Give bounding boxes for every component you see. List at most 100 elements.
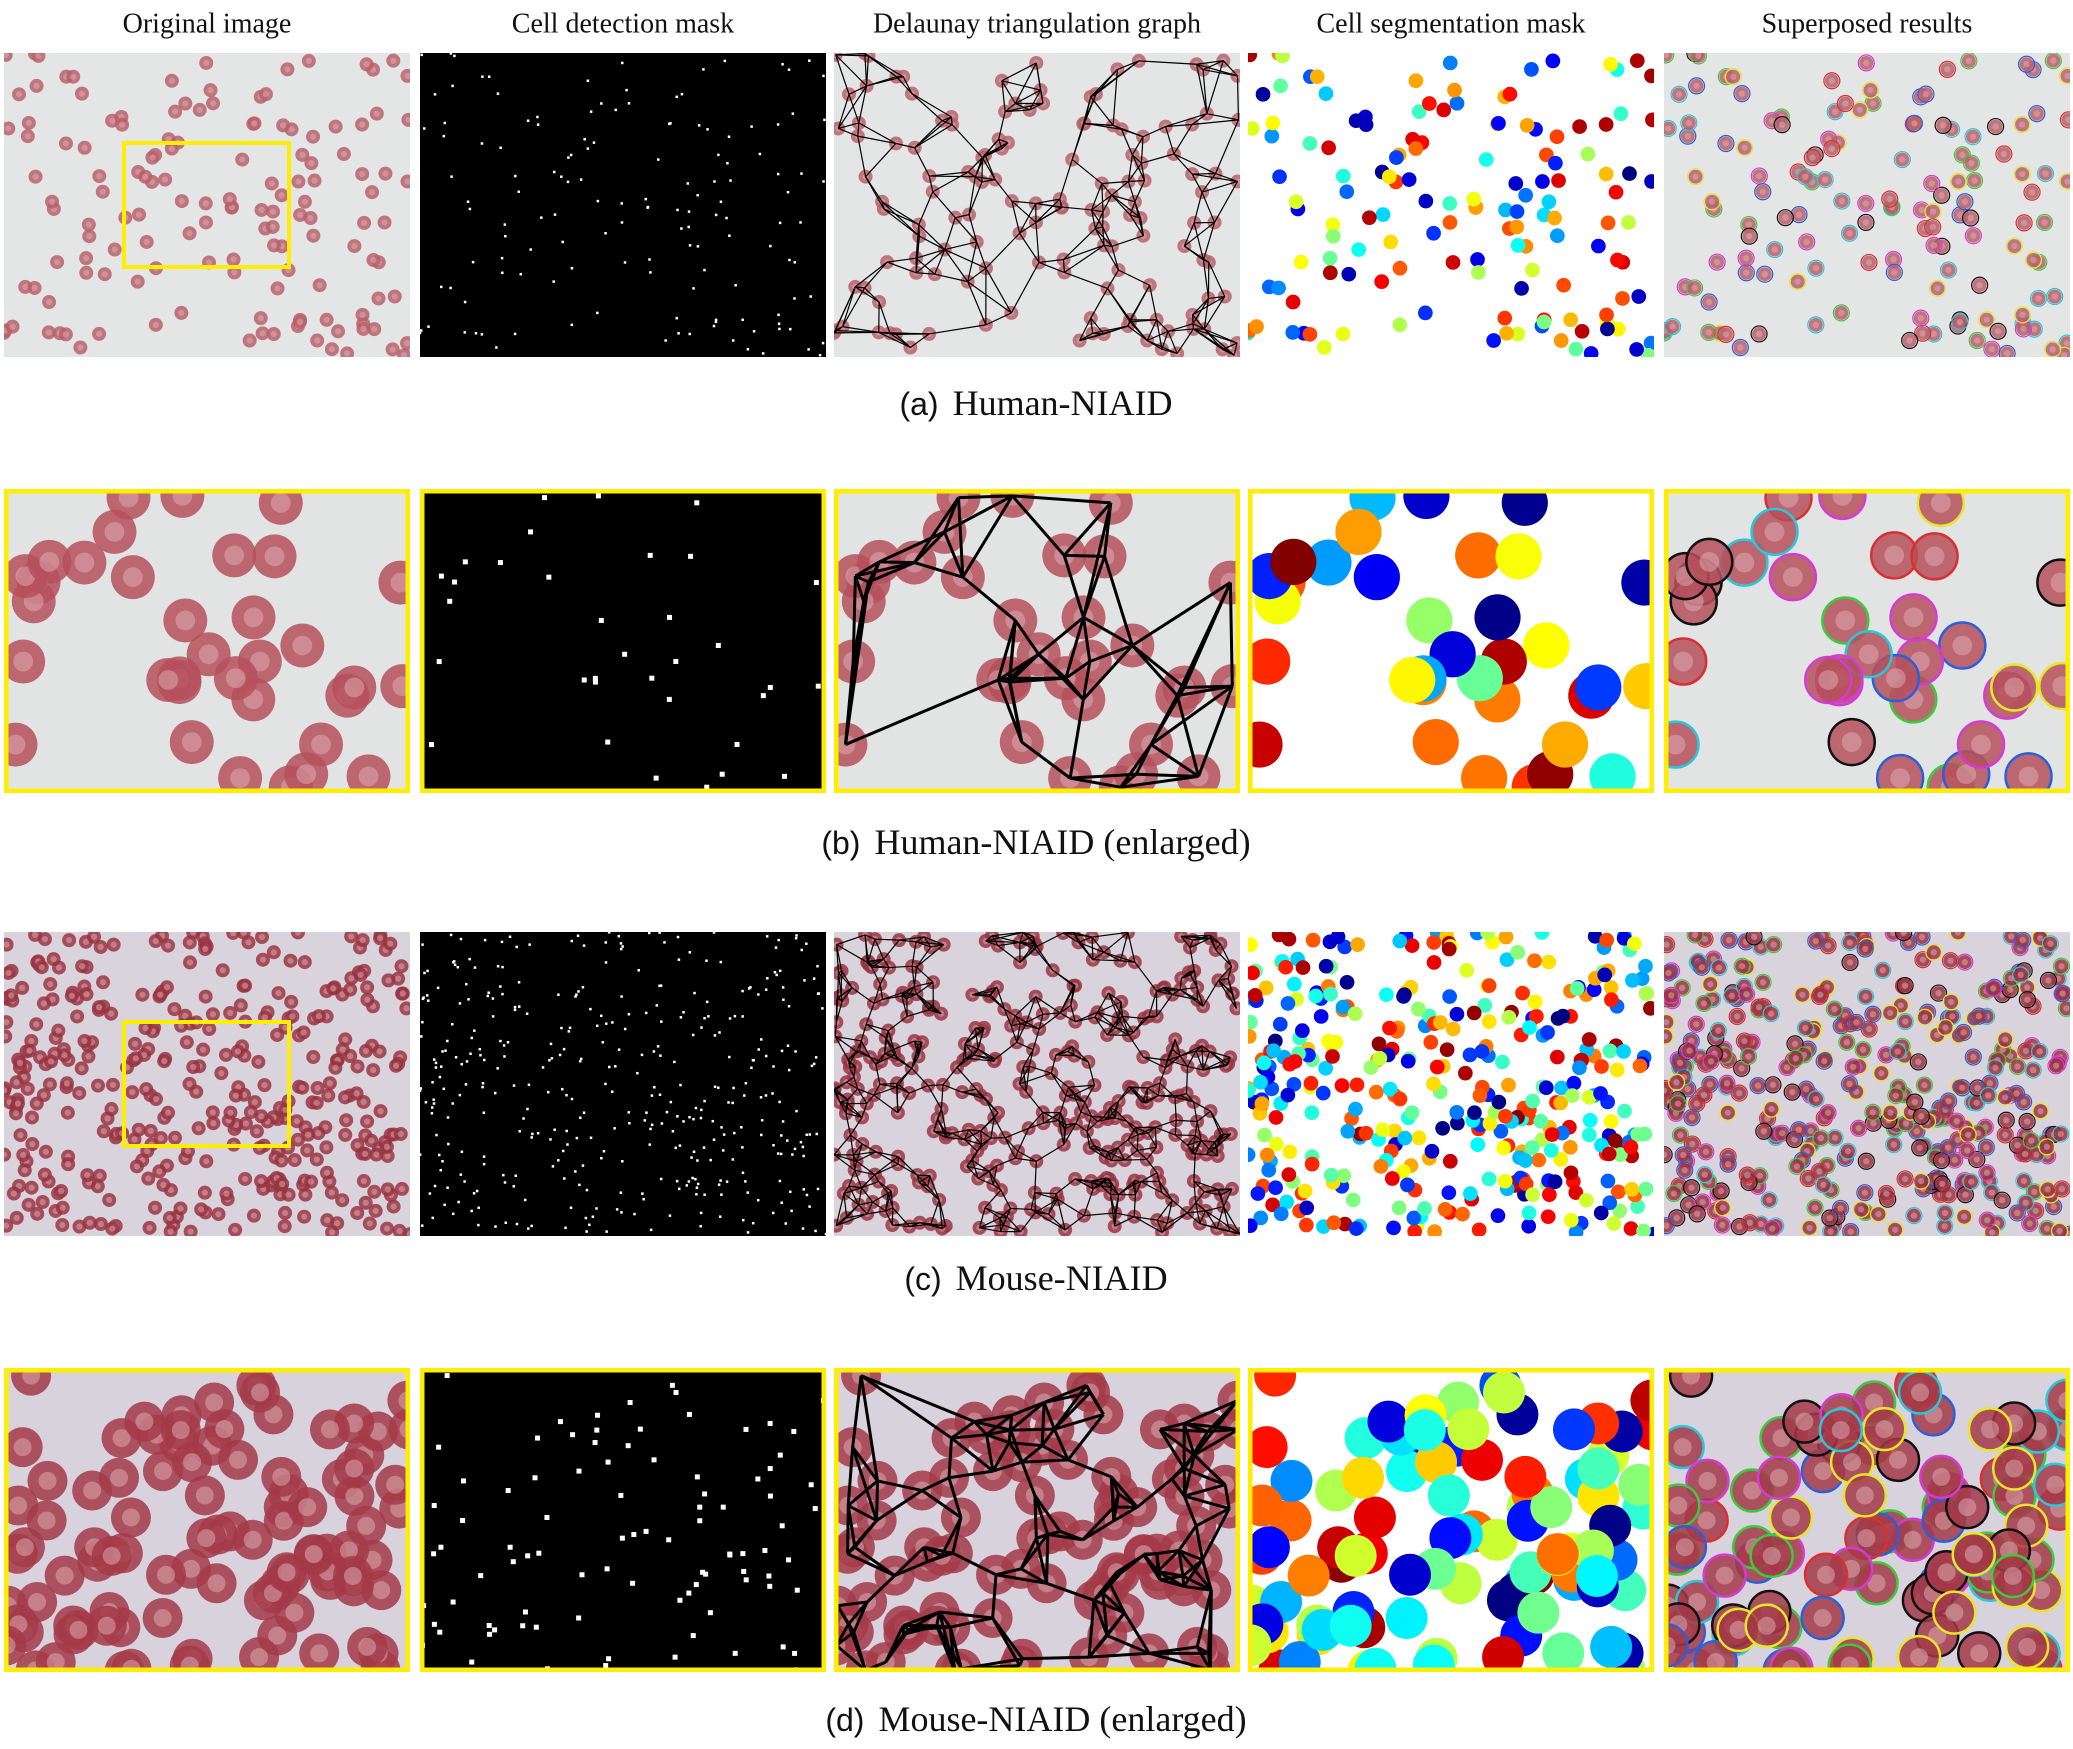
cell-center xyxy=(48,198,56,205)
graph-edge xyxy=(915,941,944,946)
detection-dot xyxy=(781,1120,785,1123)
graph-edge xyxy=(1193,222,1205,261)
detection-dot xyxy=(752,330,756,333)
detection-dot xyxy=(756,1198,760,1202)
detection-dot xyxy=(757,993,760,996)
contour xyxy=(1756,265,1774,283)
detection-dot xyxy=(566,180,570,184)
graph-edge xyxy=(1156,1219,1163,1233)
cell-center xyxy=(133,1163,141,1170)
contour xyxy=(1664,119,1677,138)
graph-edge xyxy=(978,1207,986,1228)
graph-edge xyxy=(1038,1012,1061,1030)
graph-edge xyxy=(984,1207,1001,1219)
cell-center xyxy=(4,1151,8,1158)
segment xyxy=(1257,1127,1272,1143)
detection-dot xyxy=(650,1094,654,1097)
graph-edge xyxy=(929,324,986,335)
cell-center xyxy=(1708,198,1716,205)
detection-dot xyxy=(692,287,695,290)
cell-center xyxy=(45,329,52,336)
contour xyxy=(1968,331,1986,350)
graph-edge xyxy=(916,944,945,968)
graph-edge xyxy=(861,1174,876,1189)
detection-dot xyxy=(751,1221,755,1225)
cell-center xyxy=(59,1221,66,1229)
cell-center xyxy=(1782,214,1789,221)
graph-edge xyxy=(1111,194,1141,219)
graph-edge xyxy=(878,331,911,349)
graph-edge xyxy=(1128,179,1145,183)
graph-edge xyxy=(1236,75,1240,120)
detection-dot xyxy=(641,1192,644,1195)
graph-edge xyxy=(1035,202,1063,208)
graph-edge xyxy=(849,1066,856,1069)
graph-edge xyxy=(1034,1192,1057,1195)
detection-dot xyxy=(731,1101,734,1105)
graph-edge xyxy=(1127,162,1142,182)
graph-edge xyxy=(841,987,853,1002)
row-caption: (a) Human-NIAID xyxy=(899,383,1172,423)
contour xyxy=(2036,165,2055,183)
segment xyxy=(1426,225,1441,241)
cell-center xyxy=(1761,271,1768,278)
caption-label: (a) xyxy=(899,386,938,422)
cell-center xyxy=(362,1047,370,1055)
cell-center xyxy=(161,1058,168,1065)
graph-edge xyxy=(858,85,868,124)
graph-edge xyxy=(1118,1017,1130,1036)
cell-center xyxy=(1863,59,1870,67)
detection-dot xyxy=(420,1035,423,1038)
contour xyxy=(1916,489,1966,528)
graph-edge xyxy=(990,1117,995,1139)
blood-cell xyxy=(290,932,305,940)
detection-dot xyxy=(691,1176,694,1180)
graph-edge xyxy=(957,497,965,578)
detection-dot xyxy=(793,1147,797,1151)
contour xyxy=(1987,117,2005,136)
detection-dot xyxy=(480,333,484,336)
cell-center xyxy=(392,1062,400,1069)
detection-dot xyxy=(439,1065,443,1068)
graph-edge xyxy=(967,281,987,326)
graph-edge xyxy=(979,1227,1001,1233)
contour xyxy=(1934,116,1952,134)
contour xyxy=(1680,114,1698,132)
detection-dot xyxy=(694,500,700,506)
graph-edge xyxy=(991,932,1024,937)
cell-center xyxy=(1743,269,1750,276)
cell-center xyxy=(111,246,118,253)
cell-center xyxy=(287,957,294,964)
graph-edge xyxy=(1214,1142,1219,1157)
cell-center xyxy=(1956,211,1964,219)
graph-edge xyxy=(1004,103,1016,113)
detection-dot xyxy=(656,1045,660,1048)
graph-edge xyxy=(1090,60,1140,98)
graph-edge xyxy=(1193,192,1203,224)
graph-edge xyxy=(1180,1050,1197,1057)
graph-edge xyxy=(1206,113,1239,121)
cell-center xyxy=(1899,156,1906,163)
detection-dot xyxy=(443,1203,446,1207)
graph-edge xyxy=(1070,985,1076,1006)
graph-edge xyxy=(1185,1066,1189,1094)
detection-dot xyxy=(513,1008,517,1012)
graph-edge xyxy=(1196,1110,1211,1122)
detection-dot xyxy=(540,216,543,219)
cell-center xyxy=(55,964,63,971)
detection-dot xyxy=(432,1102,436,1105)
cell-center xyxy=(397,1130,404,1138)
graph-edge xyxy=(1216,1227,1240,1235)
cell-center xyxy=(376,935,384,942)
graph-edge xyxy=(988,1171,994,1186)
contour xyxy=(1885,263,1903,282)
graph-edge xyxy=(951,1132,965,1140)
graph-edge xyxy=(1136,772,1199,778)
cell-center xyxy=(134,278,141,285)
graph-edge xyxy=(951,124,983,159)
cell-center xyxy=(5,969,12,977)
detection-dot xyxy=(493,1091,497,1095)
graph-edge xyxy=(985,1098,995,1119)
graph-edge xyxy=(881,201,920,226)
graph-edge xyxy=(883,958,890,968)
